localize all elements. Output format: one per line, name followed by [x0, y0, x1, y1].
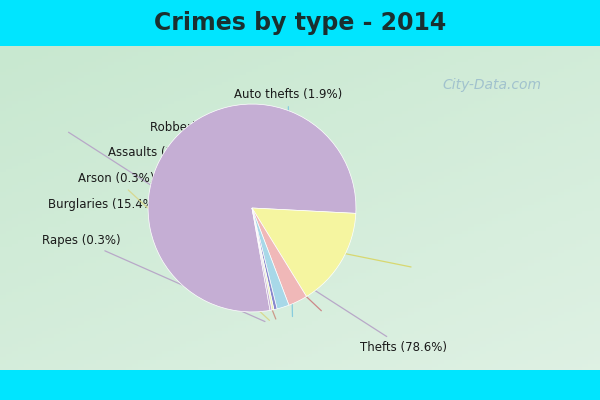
- Wedge shape: [252, 208, 272, 310]
- Text: Robberies (0.5%): Robberies (0.5%): [150, 120, 276, 319]
- Text: City-Data.com: City-Data.com: [442, 78, 542, 92]
- Text: Burglaries (15.4%): Burglaries (15.4%): [48, 198, 411, 267]
- Text: Rapes (0.3%): Rapes (0.3%): [42, 234, 265, 322]
- Wedge shape: [252, 208, 274, 310]
- Wedge shape: [252, 208, 289, 309]
- Wedge shape: [252, 208, 356, 296]
- Text: Auto thefts (1.9%): Auto thefts (1.9%): [234, 88, 342, 316]
- Text: Thefts (78.6%): Thefts (78.6%): [68, 132, 447, 354]
- Text: Crimes by type - 2014: Crimes by type - 2014: [154, 11, 446, 35]
- Wedge shape: [252, 208, 307, 305]
- Text: Arson (0.3%): Arson (0.3%): [78, 172, 269, 320]
- Wedge shape: [148, 104, 356, 312]
- Wedge shape: [252, 208, 277, 310]
- Text: Assaults (3.0%): Assaults (3.0%): [108, 146, 322, 311]
